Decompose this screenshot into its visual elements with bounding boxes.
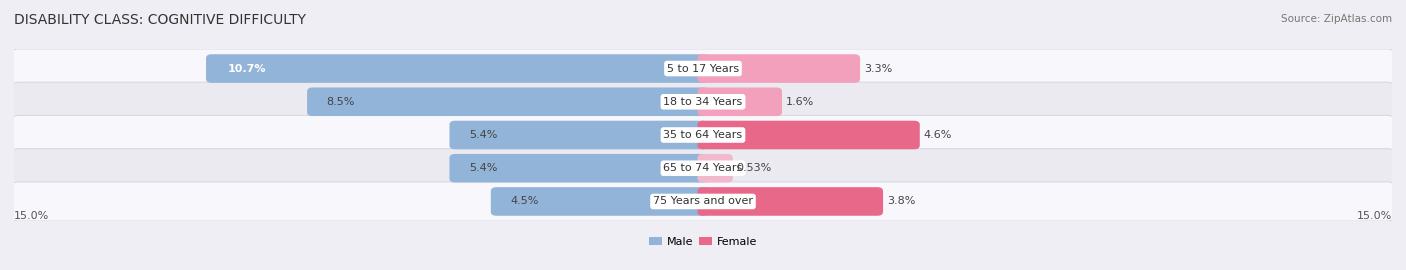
FancyBboxPatch shape <box>11 148 1395 188</box>
FancyBboxPatch shape <box>307 87 709 116</box>
Text: 18 to 34 Years: 18 to 34 Years <box>664 97 742 107</box>
FancyBboxPatch shape <box>11 115 1395 155</box>
Text: 15.0%: 15.0% <box>1357 211 1392 221</box>
Text: 0.53%: 0.53% <box>737 163 772 173</box>
FancyBboxPatch shape <box>697 87 782 116</box>
FancyBboxPatch shape <box>697 121 920 149</box>
FancyBboxPatch shape <box>450 154 709 183</box>
Text: DISABILITY CLASS: COGNITIVE DIFFICULTY: DISABILITY CLASS: COGNITIVE DIFFICULTY <box>14 14 307 28</box>
FancyBboxPatch shape <box>11 82 1395 122</box>
FancyBboxPatch shape <box>450 121 709 149</box>
Text: 35 to 64 Years: 35 to 64 Years <box>664 130 742 140</box>
Text: Source: ZipAtlas.com: Source: ZipAtlas.com <box>1281 14 1392 23</box>
Legend: Male, Female: Male, Female <box>650 237 756 247</box>
Text: 5.4%: 5.4% <box>468 163 498 173</box>
Text: 15.0%: 15.0% <box>14 211 49 221</box>
Text: 8.5%: 8.5% <box>326 97 354 107</box>
Text: 4.5%: 4.5% <box>510 197 538 207</box>
FancyBboxPatch shape <box>207 54 709 83</box>
Text: 65 to 74 Years: 65 to 74 Years <box>664 163 742 173</box>
FancyBboxPatch shape <box>491 187 709 216</box>
Text: 1.6%: 1.6% <box>786 97 814 107</box>
Text: 4.6%: 4.6% <box>924 130 952 140</box>
Text: 75 Years and over: 75 Years and over <box>652 197 754 207</box>
Text: 5.4%: 5.4% <box>468 130 498 140</box>
Text: 10.7%: 10.7% <box>228 63 266 73</box>
FancyBboxPatch shape <box>697 54 860 83</box>
Text: 3.8%: 3.8% <box>887 197 915 207</box>
FancyBboxPatch shape <box>11 182 1395 221</box>
FancyBboxPatch shape <box>697 154 733 183</box>
FancyBboxPatch shape <box>697 187 883 216</box>
Text: 3.3%: 3.3% <box>863 63 891 73</box>
FancyBboxPatch shape <box>11 49 1395 88</box>
Text: 5 to 17 Years: 5 to 17 Years <box>666 63 740 73</box>
